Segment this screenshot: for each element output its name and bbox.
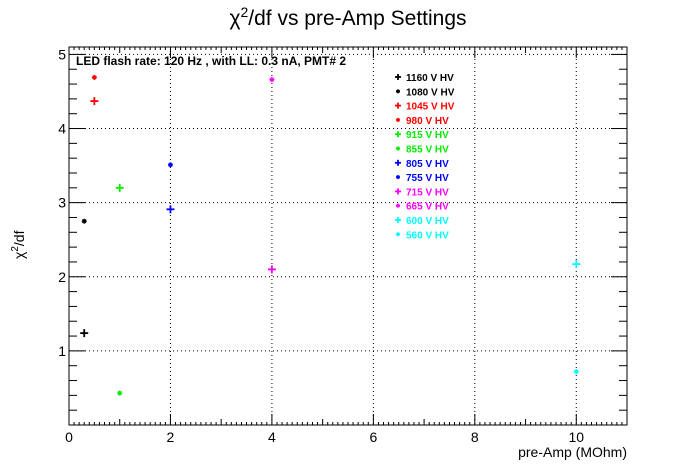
legend-label: 560 V HV (406, 230, 449, 241)
data-point (80, 329, 89, 338)
legend-marker (396, 203, 400, 208)
y-tick-label: 5 (58, 46, 66, 62)
data-point (81, 218, 87, 224)
legend-label: 665 V HV (406, 202, 449, 213)
y-tick-label: 1 (58, 343, 66, 359)
legend-label: 805 V HV (406, 159, 449, 170)
data-point (91, 74, 97, 80)
legend-label: 855 V HV (406, 145, 449, 156)
data-point (90, 97, 99, 106)
x-tick-label: 0 (65, 429, 73, 445)
data-point (572, 260, 581, 269)
x-tick-label: 4 (268, 429, 276, 445)
y-tick-label: 3 (58, 195, 66, 211)
legend-label: 755 V HV (406, 173, 449, 184)
legend-marker (396, 89, 400, 94)
legend-label: 1080 V HV (406, 87, 455, 98)
y-tick-label: 2 (58, 269, 66, 285)
chart-title: χ2/df vs pre-Amp Settings (229, 4, 466, 30)
legend-marker (395, 159, 401, 166)
legend-marker (395, 102, 401, 109)
data-markers (80, 74, 581, 396)
legend-label: 915 V HV (406, 130, 449, 141)
axis-ticks (68, 47, 628, 425)
legend-marker (395, 74, 401, 80)
data-point (573, 369, 579, 375)
legend-marker (396, 232, 400, 237)
x-tick-label: 10 (568, 429, 584, 445)
x-tick-label: 6 (369, 429, 377, 445)
legend-label: 1160 V HV (406, 73, 454, 84)
legend-label: 980 V HV (406, 116, 449, 127)
legend-marker (395, 217, 401, 223)
data-point (117, 390, 123, 396)
data-point (267, 265, 276, 274)
legend-label: 715 V HV (406, 187, 449, 198)
measurement-note: LED flash rate: 120 Hz , with LL: 0.3 nA… (76, 54, 346, 68)
plot-frame (68, 46, 628, 426)
data-point (167, 162, 173, 168)
legend-marker (396, 175, 400, 180)
legend-marker (395, 131, 401, 138)
y-tick-label: 4 (58, 121, 66, 137)
data-point (269, 77, 275, 83)
legend-label: 600 V HV (406, 216, 449, 227)
x-tick-label: 2 (167, 429, 175, 445)
x-axis-title: pre-Amp (MOhm) (518, 444, 627, 460)
legend-marker (395, 188, 401, 195)
data-point (166, 205, 175, 214)
legend: 1160 V HV 1080 V HV 1045 V HV 980 V HV 915 V… (395, 73, 455, 241)
legend-marker (396, 146, 400, 151)
data-point (115, 183, 124, 192)
y-axis-title: χ2/df (10, 230, 27, 259)
grid (69, 47, 627, 425)
legend-marker (396, 117, 400, 122)
legend-label: 1045 V HV (406, 102, 455, 113)
x-tick-label: 8 (471, 429, 479, 445)
